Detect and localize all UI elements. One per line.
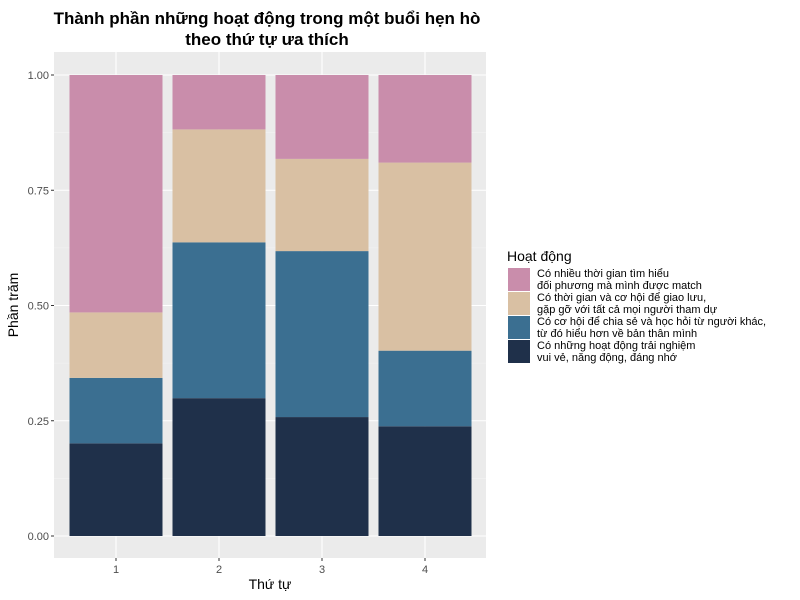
y-axis-ticks: 0.00 0.25 0.50 0.75 1.00 [28, 70, 54, 543]
legend-key [508, 292, 530, 315]
bar-segment [69, 443, 163, 536]
chart-title-line-1: Thành phần những hoạt động trong một buổ… [54, 9, 481, 28]
y-tick-label: 0.50 [28, 301, 49, 313]
bar-segment [172, 242, 266, 399]
bar-segment [69, 75, 163, 313]
bars [69, 75, 472, 536]
x-tick-label: 2 [216, 564, 222, 576]
bar-segment [172, 398, 266, 536]
y-axis-title: Phần trăm [5, 273, 21, 338]
legend-label: Có cơ hội để chia sẻ và học hỏi từ người… [537, 316, 766, 340]
legend-title: Hoạt động [507, 248, 572, 264]
legend-label: Có thời gian và cơ hội để giao lưu, gặp g… [537, 292, 718, 316]
chart-title-line-2: theo thứ tự ưa thích [185, 30, 348, 49]
x-axis-title: Thứ tự [249, 576, 292, 592]
legend-label: Có những hoạt động trải nghiệm vui vẻ, nă… [537, 340, 695, 364]
legend-key [508, 340, 530, 363]
legend: Hoạt động Có nhiều thời gian tìm hiểu đối… [507, 248, 766, 364]
y-tick-label: 0.75 [28, 185, 49, 197]
bar-segment [378, 426, 472, 536]
bar-segment [275, 251, 369, 418]
y-tick-label: 0.25 [28, 416, 49, 428]
legend-label: Có nhiều thời gian tìm hiểu đối phương mà… [537, 268, 702, 292]
bar-segment [172, 129, 266, 243]
bar-segment [378, 75, 472, 163]
bar-segment [69, 312, 163, 378]
x-tick-label: 1 [113, 564, 119, 576]
y-tick-label: 1.00 [28, 70, 49, 82]
x-axis-ticks: 1 2 3 4 [113, 558, 428, 576]
bar-segment [378, 350, 472, 427]
legend-key [508, 316, 530, 339]
x-tick-label: 4 [422, 564, 428, 576]
bar-segment [69, 377, 163, 444]
bar-segment [275, 75, 369, 159]
x-tick-label: 3 [319, 564, 325, 576]
bar-segment [172, 75, 266, 130]
legend-key [508, 268, 530, 291]
y-tick-label: 0.00 [28, 531, 49, 543]
bar-segment [275, 417, 369, 536]
bar-segment [275, 158, 369, 252]
bar-segment [378, 162, 472, 351]
